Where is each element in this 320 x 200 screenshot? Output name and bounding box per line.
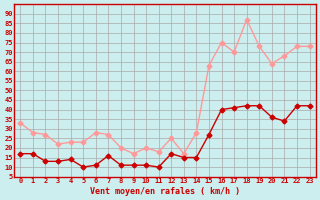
X-axis label: Vent moyen/en rafales ( km/h ): Vent moyen/en rafales ( km/h ) <box>90 187 240 196</box>
